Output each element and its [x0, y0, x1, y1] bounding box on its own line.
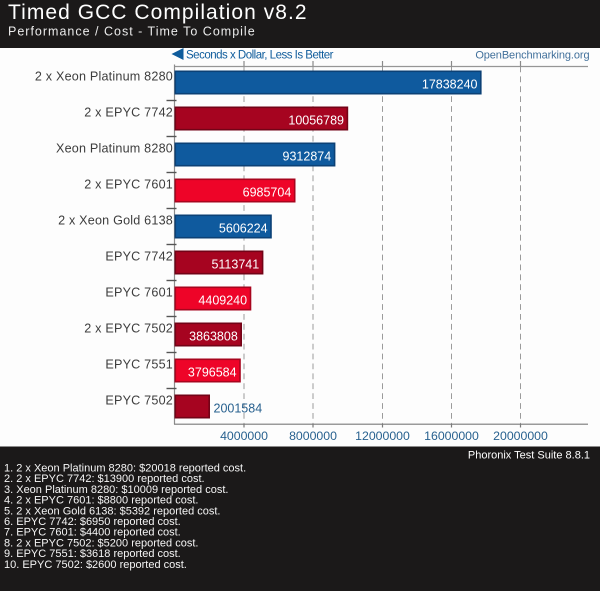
svg-text:6. EPYC 7742: $6950 reported c: 6. EPYC 7742: $6950 reported cost.: [4, 516, 181, 528]
svg-text:2 x Xeon Gold 6138: 2 x Xeon Gold 6138: [58, 213, 173, 227]
svg-text:9312874: 9312874: [283, 150, 332, 164]
svg-text:5. 2 x Xeon Gold 6138: $5392 r: 5. 2 x Xeon Gold 6138: $5392 reported co…: [4, 505, 220, 517]
svg-text:7. EPYC 7601: $4400 reported c: 7. EPYC 7601: $4400 reported cost.: [4, 527, 181, 539]
svg-text:10056789: 10056789: [288, 114, 344, 128]
svg-text:16000000: 16000000: [424, 429, 479, 443]
svg-text:6985704: 6985704: [243, 186, 292, 200]
svg-text:8. 2 x EPYC 7502: $5200 report: 8. 2 x EPYC 7502: $5200 reported cost.: [4, 537, 198, 549]
svg-text:20000000: 20000000: [493, 429, 548, 443]
svg-text:9. EPYC 7551: $3618 reported c: 9. EPYC 7551: $3618 reported cost.: [4, 548, 181, 560]
svg-text:2 x EPYC 7601: 2 x EPYC 7601: [84, 177, 173, 191]
svg-text:3. Xeon Platinum 8280: $10009: 3. Xeon Platinum 8280: $10009 reported c…: [4, 484, 228, 496]
svg-text:Timed GCC Compilation v8.2: Timed GCC Compilation v8.2: [8, 1, 308, 24]
svg-text:2 x Xeon Platinum 8280: 2 x Xeon Platinum 8280: [35, 69, 173, 83]
svg-text:EPYC 7551: EPYC 7551: [105, 357, 173, 371]
svg-text:3796584: 3796584: [188, 366, 237, 380]
svg-text:Xeon Platinum 8280: Xeon Platinum 8280: [56, 141, 173, 155]
svg-text:2 x EPYC 7502: 2 x EPYC 7502: [84, 321, 173, 335]
svg-text:Phoronix Test Suite 8.8.1: Phoronix Test Suite 8.8.1: [468, 450, 590, 462]
svg-text:17838240: 17838240: [422, 78, 478, 92]
svg-text:2. 2 x EPYC 7742: $13900 repor: 2. 2 x EPYC 7742: $13900 reported cost.: [4, 473, 205, 485]
svg-text:OpenBenchmarking.org: OpenBenchmarking.org: [475, 49, 589, 61]
svg-text:8000000: 8000000: [289, 429, 337, 443]
svg-text:4409240: 4409240: [198, 294, 247, 308]
svg-text:12000000: 12000000: [355, 429, 410, 443]
svg-text:EPYC 7742: EPYC 7742: [105, 249, 173, 263]
svg-text:5606224: 5606224: [219, 222, 268, 236]
svg-text:EPYC 7601: EPYC 7601: [105, 285, 173, 299]
svg-text:4000000: 4000000: [220, 429, 268, 443]
svg-text:4. 2 x EPYC 7601: $8800 report: 4. 2 x EPYC 7601: $8800 reported cost.: [4, 495, 198, 507]
svg-text:Performance / Cost - Time To C: Performance / Cost - Time To Compile: [8, 25, 256, 39]
svg-text:EPYC 7502: EPYC 7502: [105, 393, 173, 407]
svg-text:10. EPYC 7502: $2600 reported: 10. EPYC 7502: $2600 reported cost.: [4, 559, 187, 571]
svg-text:3863808: 3863808: [189, 330, 238, 344]
svg-text:Seconds x Dollar, Less Is Bett: Seconds x Dollar, Less Is Better: [186, 50, 334, 62]
svg-text:2001584: 2001584: [214, 402, 263, 416]
svg-text:5113741: 5113741: [211, 258, 259, 272]
svg-text:1. 2 x Xeon Platinum 8280: $20: 1. 2 x Xeon Platinum 8280: $20018 report…: [4, 462, 246, 474]
svg-text:2 x EPYC 7742: 2 x EPYC 7742: [84, 105, 173, 119]
